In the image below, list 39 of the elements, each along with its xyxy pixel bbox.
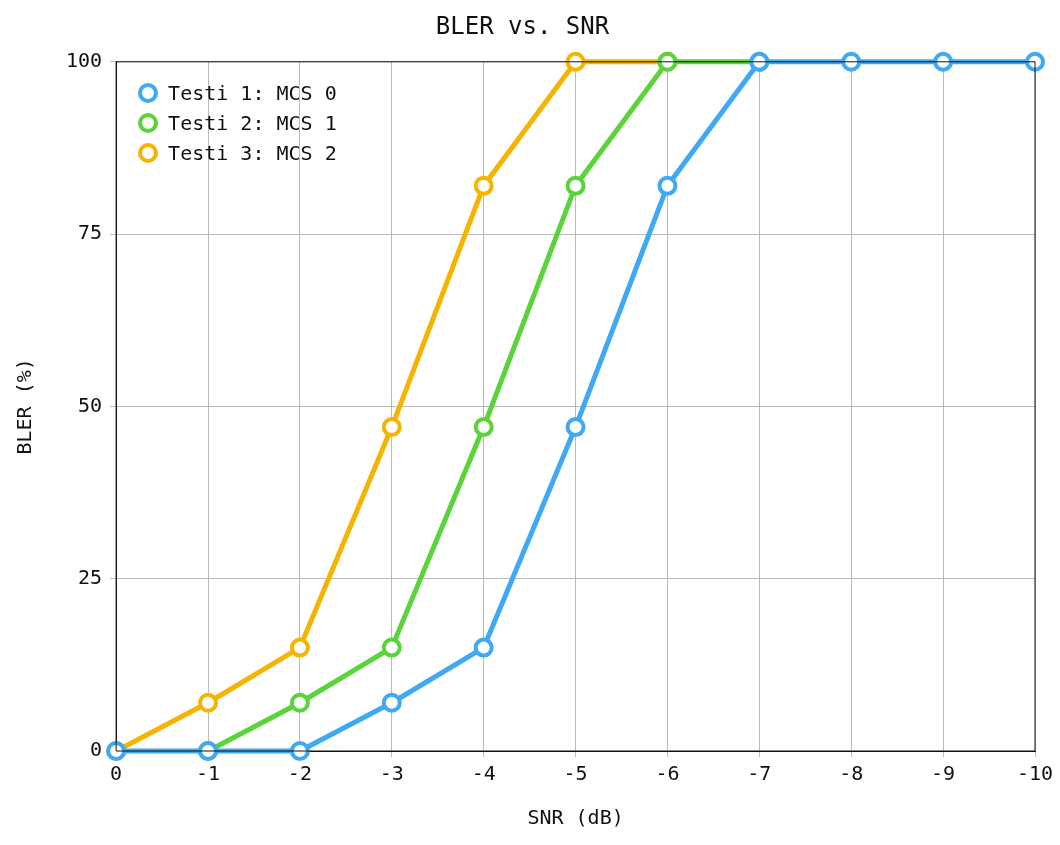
y-tick-label: 25 <box>78 564 103 589</box>
point <box>289 637 310 658</box>
point <box>381 692 402 713</box>
legend-label: Testi 3: MCS 2 <box>168 140 337 165</box>
point <box>565 417 586 438</box>
y-axis-title: BLER (%) <box>12 358 37 455</box>
point <box>289 741 310 761</box>
legend-label: Testi 2: MCS 1 <box>168 110 337 135</box>
point <box>473 417 494 438</box>
x-tick-label: -6 <box>655 761 680 786</box>
x-tick-label: 0 <box>110 761 123 786</box>
point <box>381 637 402 658</box>
point <box>565 175 586 196</box>
x-tick-label: -3 <box>379 761 404 786</box>
chart-title: BLER vs. SNR <box>435 11 610 40</box>
x-tick-label: -2 <box>287 761 312 786</box>
x-tick-label: -1 <box>195 761 221 786</box>
point <box>381 417 402 438</box>
x-tick-label: -9 <box>931 761 956 786</box>
y-tick-label: 100 <box>66 48 103 72</box>
y-tick-label: 75 <box>78 220 103 245</box>
y-tick-label: 50 <box>78 392 103 417</box>
point <box>841 51 862 72</box>
point <box>473 637 494 658</box>
point <box>289 692 310 713</box>
point <box>565 51 586 72</box>
point <box>198 692 219 713</box>
point <box>473 175 494 196</box>
x-axis-title: SNR (dB) <box>527 805 624 830</box>
y-tick-label: 0 <box>90 737 103 762</box>
point <box>933 51 954 72</box>
point <box>1025 51 1045 72</box>
legend-label: Testi 1: MCS 0 <box>168 80 337 105</box>
point <box>657 175 678 196</box>
x-tick-label: -7 <box>747 761 772 786</box>
x-tick-label: -4 <box>471 761 496 786</box>
x-tick-label: -8 <box>839 761 864 786</box>
x-tick-label: -10 <box>1016 761 1054 786</box>
x-tick-label: -5 <box>563 761 588 786</box>
